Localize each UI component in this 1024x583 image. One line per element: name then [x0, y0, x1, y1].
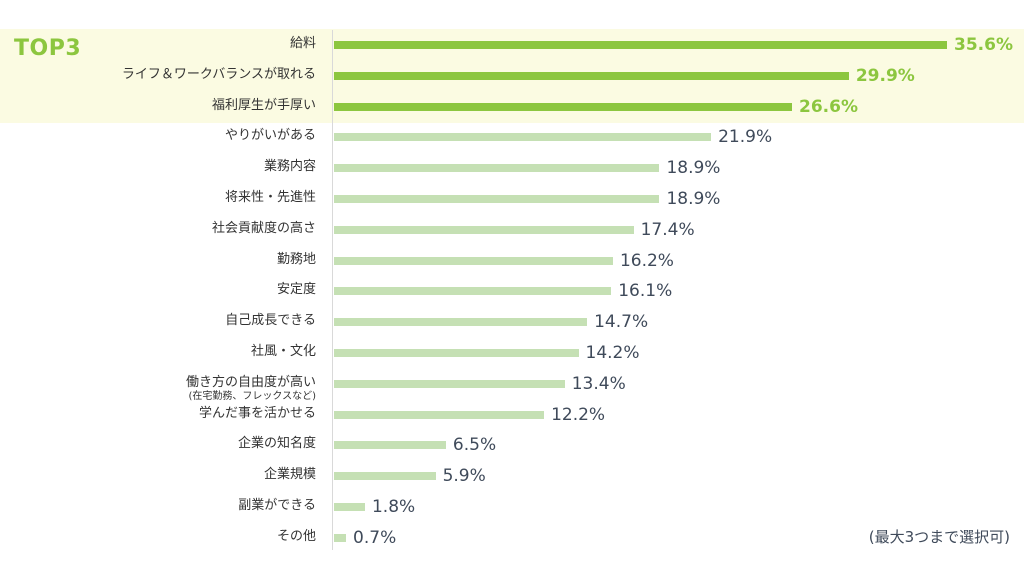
category-label: 企業規模: [263, 467, 316, 483]
category-label: 業務内容: [263, 159, 316, 175]
bar: [334, 472, 436, 481]
bar: [334, 164, 660, 173]
category-label: 働き方の自由度が高い: [185, 374, 316, 390]
footnote: (最大3つまで選択可): [868, 528, 1010, 546]
bar: [334, 441, 446, 450]
data-label: 17.4%: [640, 219, 695, 240]
category-label: その他: [276, 528, 316, 544]
category-label: ライフ＆ワークバランスが取れる: [121, 66, 316, 82]
bar: [334, 41, 947, 49]
bar: [334, 318, 588, 327]
category-label: 自己成長できる: [225, 313, 316, 329]
bar: [334, 410, 545, 419]
category-label: 給料: [289, 36, 316, 51]
category-axis-line: [332, 30, 333, 550]
bar: [334, 503, 365, 511]
category-note: (在宅勤務、フレックスなど): [188, 390, 316, 402]
data-label: 21.9%: [718, 127, 773, 148]
bar: [334, 71, 849, 80]
category-label: 将来性・先進性: [224, 190, 316, 205]
bar: [334, 225, 634, 234]
bar: [334, 256, 613, 265]
bar: [334, 349, 579, 357]
bar: [334, 102, 793, 111]
bar: [334, 133, 712, 142]
category-label: やりがいがある: [224, 128, 316, 144]
data-label: 29.9%: [855, 65, 915, 86]
category-label: 勤務地: [276, 251, 316, 267]
category-label: 社会貢献度の高さ: [211, 220, 316, 236]
data-label: 13.4%: [571, 373, 626, 394]
data-label: 35.6%: [954, 35, 1013, 55]
category-label: 企業の知名度: [237, 436, 316, 452]
data-label: 18.9%: [666, 189, 721, 209]
data-label: 6.5%: [452, 435, 497, 456]
bar: [334, 533, 347, 542]
category-label: 安定度: [276, 282, 316, 298]
category-label: 副業ができる: [238, 498, 316, 513]
data-label: 1.8%: [371, 497, 416, 517]
bar: [334, 287, 612, 296]
data-label: 14.2%: [585, 343, 640, 363]
data-label: 14.7%: [594, 312, 649, 333]
bar: [334, 195, 660, 203]
data-label: 5.9%: [442, 466, 486, 487]
category-label: 福利厚生が手厚い: [211, 97, 316, 113]
data-label: 16.1%: [618, 281, 673, 302]
data-label: 26.6%: [799, 96, 858, 117]
category-label: 学んだ事を活かせる: [198, 405, 316, 421]
category-label: 社風・文化: [250, 344, 316, 359]
data-label: 0.7%: [353, 527, 397, 548]
top3-label: TOP3: [14, 36, 82, 61]
data-label: 18.9%: [666, 158, 721, 179]
bar: [334, 379, 565, 388]
data-label: 16.2%: [619, 250, 674, 271]
data-label: 12.2%: [551, 404, 606, 425]
